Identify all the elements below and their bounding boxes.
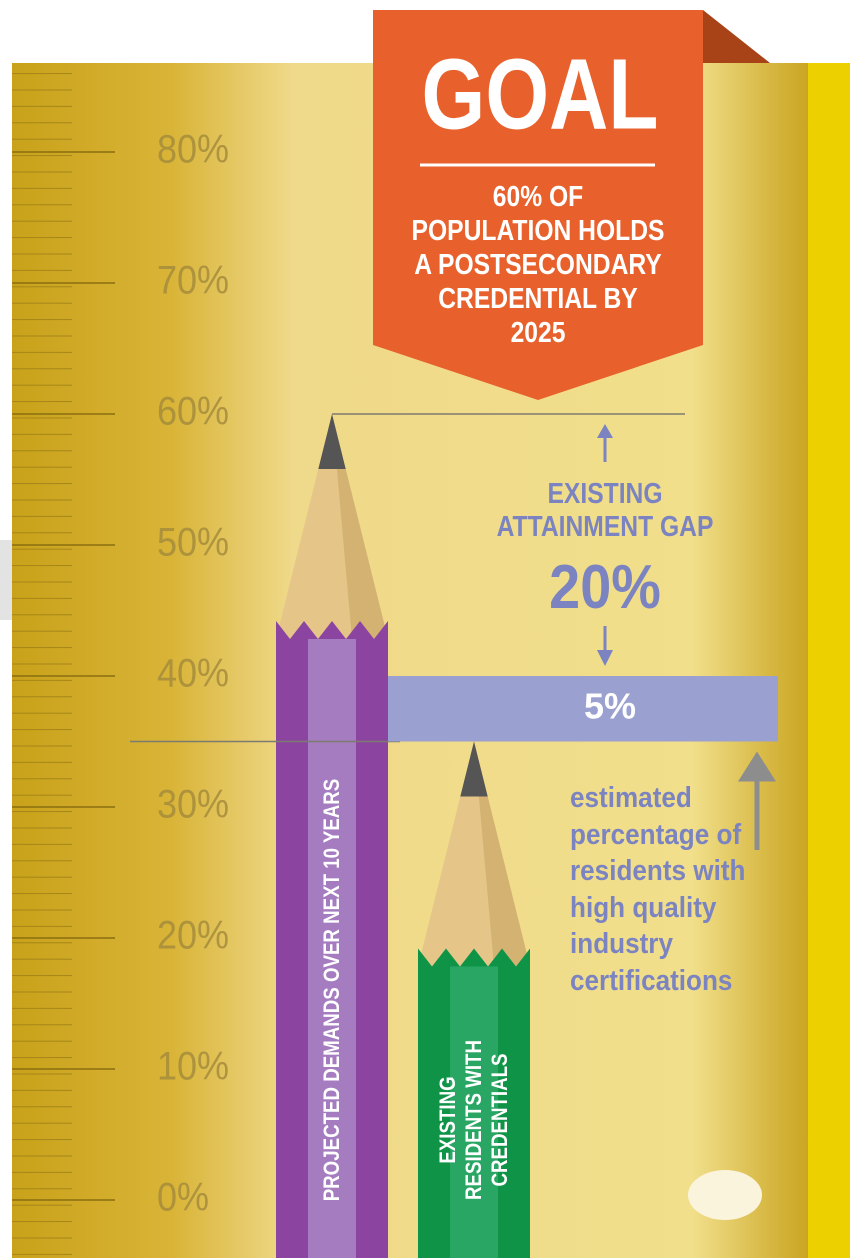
gap-arrowhead	[597, 424, 613, 438]
certification-band	[388, 676, 778, 742]
cert-arrowhead	[738, 751, 776, 782]
gap-value: 20%	[549, 553, 661, 622]
pencil	[418, 741, 530, 1258]
ruler-hole	[688, 1170, 762, 1220]
y-tick-label: 0%	[157, 1176, 209, 1220]
graphite	[460, 741, 488, 797]
certification-note: estimated percentage of residents with h…	[570, 782, 746, 997]
ruler-minor-ticks	[12, 63, 72, 1258]
y-tick-label: 50%	[157, 521, 229, 565]
y-tick-label: 80%	[157, 128, 229, 172]
y-tick-label: 10%	[157, 1045, 229, 1089]
banner-fold	[703, 10, 770, 63]
y-tick-label: 70%	[157, 259, 229, 303]
ruler-edge	[808, 63, 850, 1258]
pencil	[276, 413, 685, 1258]
category-label: EXISTING RESIDENTS WITH CREDENTIALS	[435, 1040, 512, 1201]
pencil-stripe	[450, 966, 498, 1258]
wood-shade	[474, 741, 530, 967]
banner	[373, 10, 703, 400]
category-label: PROJECTED DEMANDS OVER NEXT 10 YEARS	[319, 778, 344, 1202]
goal-title: GOAL	[422, 39, 659, 151]
y-tick-label: 20%	[157, 914, 229, 958]
wood-shade	[332, 414, 388, 639]
certification-value: 5%	[584, 685, 636, 726]
gap-label: EXISTING ATTAINMENT GAP	[496, 478, 714, 543]
goal-text: 60% OF POPULATION HOLDS A POSTSECONDARY …	[411, 181, 665, 349]
y-tick-label: 30%	[157, 783, 229, 827]
gap-arrowhead	[597, 650, 613, 666]
y-tick-label: 60%	[157, 390, 229, 434]
graphite	[318, 414, 346, 469]
goal-banner: GOAL	[373, 10, 770, 400]
shadow	[0, 540, 12, 620]
y-tick-label: 40%	[157, 652, 229, 696]
